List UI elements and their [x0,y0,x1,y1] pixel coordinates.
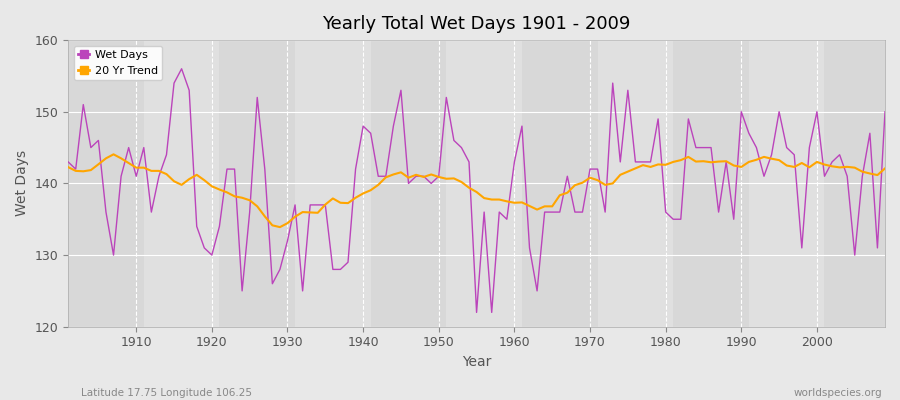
Bar [446,40,522,327]
Bar [371,40,446,327]
Bar [68,40,144,327]
Text: worldspecies.org: worldspecies.org [794,388,882,398]
Bar [144,40,220,327]
X-axis label: Year: Year [462,355,491,369]
Legend: Wet Days, 20 Yr Trend: Wet Days, 20 Yr Trend [74,46,162,80]
Bar [598,40,673,327]
Bar [673,40,749,327]
Bar [749,40,824,327]
Text: Latitude 17.75 Longitude 106.25: Latitude 17.75 Longitude 106.25 [81,388,252,398]
Bar [295,40,371,327]
Y-axis label: Wet Days: Wet Days [15,150,29,216]
Title: Yearly Total Wet Days 1901 - 2009: Yearly Total Wet Days 1901 - 2009 [322,15,631,33]
Bar [522,40,598,327]
Bar [824,40,893,327]
Bar [220,40,295,327]
